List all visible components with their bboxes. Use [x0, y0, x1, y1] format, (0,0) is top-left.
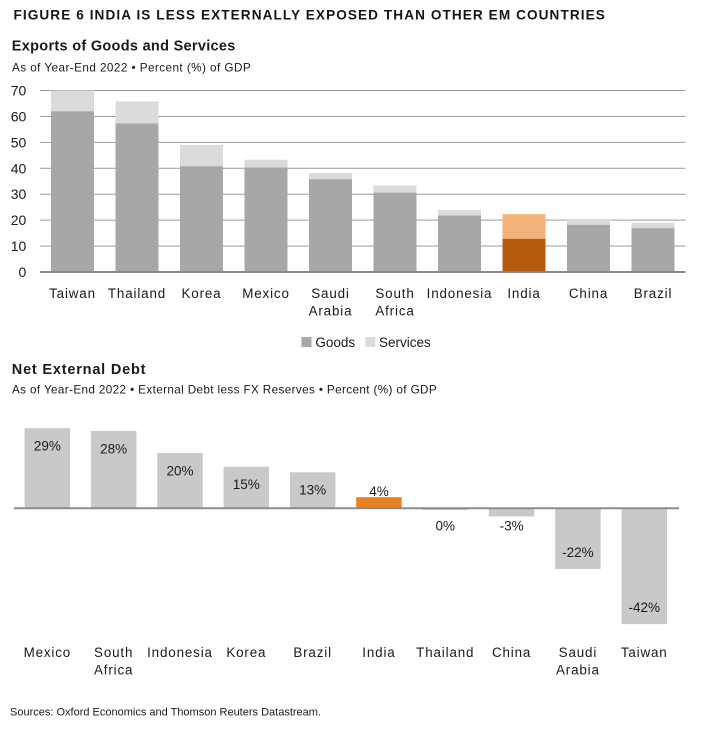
svg-text:Arabia: Arabia [556, 663, 600, 678]
svg-text:Thailand: Thailand [416, 645, 474, 660]
svg-text:20%: 20% [166, 463, 193, 478]
svg-text:Africa: Africa [375, 304, 414, 319]
svg-text:70: 70 [11, 82, 27, 98]
svg-text:-42%: -42% [628, 600, 660, 615]
svg-text:-3%: -3% [500, 518, 524, 533]
svg-text:Taiwan: Taiwan [621, 645, 668, 660]
svg-text:Net External Debt: Net External Debt [12, 362, 146, 378]
svg-text:India: India [507, 286, 540, 301]
svg-text:As of Year-End 2022 • External: As of Year-End 2022 • External Debt less… [12, 384, 437, 397]
svg-text:30: 30 [11, 186, 27, 202]
svg-text:Exports of Goods and Services: Exports of Goods and Services [12, 39, 236, 55]
svg-text:Goods: Goods [315, 335, 355, 350]
svg-text:South: South [94, 645, 133, 660]
svg-text:Brazil: Brazil [293, 645, 332, 660]
svg-text:Saudi: Saudi [311, 286, 350, 301]
svg-text:29%: 29% [34, 439, 61, 454]
svg-text:China: China [492, 645, 531, 660]
svg-text:20: 20 [11, 212, 27, 228]
svg-text:0: 0 [19, 264, 27, 280]
svg-text:India: India [362, 645, 395, 660]
svg-text:Mexico: Mexico [24, 645, 72, 660]
svg-text:60: 60 [11, 108, 27, 124]
svg-text:Sources: Oxford Economics and: Sources: Oxford Economics and Thomson Re… [10, 707, 321, 719]
svg-text:Indonesia: Indonesia [427, 286, 493, 301]
svg-text:15%: 15% [233, 477, 260, 492]
svg-text:Brazil: Brazil [634, 286, 673, 301]
svg-text:Services: Services [379, 335, 431, 350]
svg-text:Arabia: Arabia [309, 304, 353, 319]
svg-text:Korea: Korea [226, 645, 266, 660]
svg-text:0%: 0% [436, 518, 456, 533]
svg-text:50: 50 [11, 134, 27, 150]
svg-text:4%: 4% [369, 484, 389, 499]
svg-text:Africa: Africa [94, 663, 133, 678]
svg-text:Taiwan: Taiwan [49, 286, 96, 301]
svg-text:Mexico: Mexico [242, 286, 290, 301]
svg-text:China: China [569, 286, 608, 301]
svg-text:As of Year-End 2022 • Percent: As of Year-End 2022 • Percent (%) of GDP [12, 62, 251, 75]
svg-text:South: South [375, 286, 414, 301]
svg-text:Thailand: Thailand [108, 286, 166, 301]
svg-text:28%: 28% [100, 441, 127, 456]
svg-text:-22%: -22% [562, 545, 594, 560]
svg-text:13%: 13% [299, 483, 326, 498]
svg-text:40: 40 [11, 160, 27, 176]
svg-text:Korea: Korea [182, 286, 222, 301]
svg-text:Indonesia: Indonesia [147, 645, 213, 660]
svg-text:10: 10 [11, 238, 27, 254]
svg-text:Saudi: Saudi [559, 645, 598, 660]
svg-text:FIGURE 6 INDIA IS LESS EXTERNA: FIGURE 6 INDIA IS LESS EXTERNALLY EXPOSE… [14, 8, 606, 23]
